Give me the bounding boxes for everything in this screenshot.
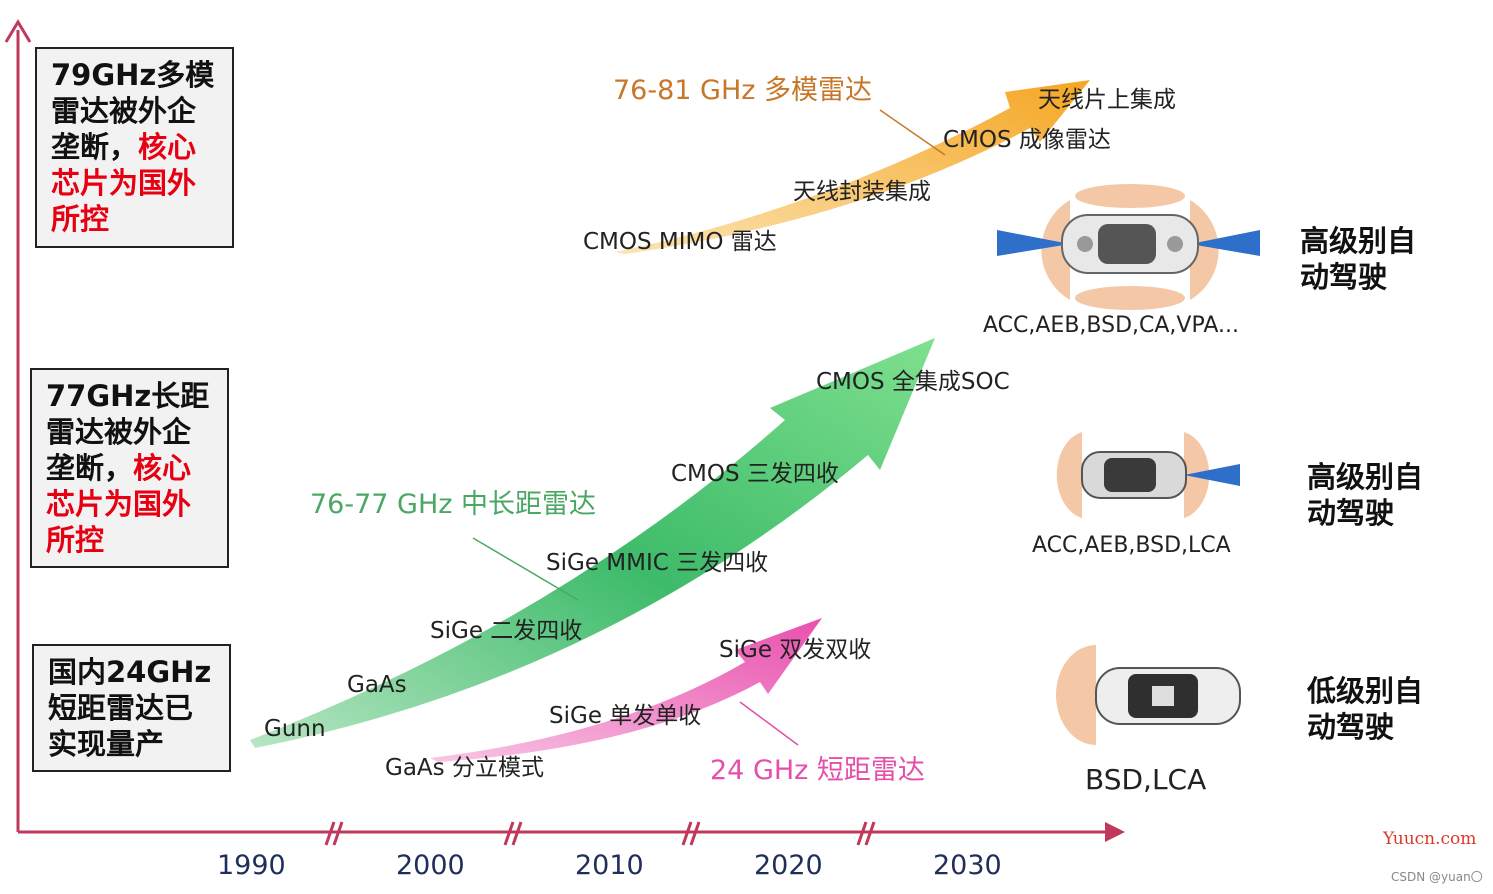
watermark-csdn: CSDN @yuan〇 — [1391, 870, 1483, 884]
milestone-gunn: Gunn — [264, 716, 326, 742]
functions-low: BSD,LCA — [1085, 763, 1207, 796]
band-24ghz-arrow — [430, 618, 822, 762]
radar-beam-right — [1190, 230, 1260, 256]
band-79ghz-arrow — [615, 80, 1090, 254]
radar-beam-left — [997, 230, 1070, 256]
leader-24 — [739, 701, 799, 746]
milestone-antenna-package: 天线封装集成 — [793, 179, 931, 205]
band-77ghz-arrow — [250, 338, 935, 748]
sensor-zone-front — [1075, 184, 1185, 208]
box-79ghz-text: 79GHz多模雷达被外企垄断， — [51, 58, 215, 164]
milestone-cmos-soc: CMOS 全集成SOC — [816, 369, 1010, 395]
sensor-zone-rear — [1075, 286, 1185, 310]
year-2020: 2020 — [754, 850, 823, 881]
car-mid-cabin — [1104, 458, 1156, 492]
band-79ghz-title: 76-81 GHz 多模雷达 — [613, 75, 873, 106]
milestone-sige-2t2r: SiGe 双发双收 — [719, 637, 872, 663]
sensor-zone-right — [1190, 200, 1219, 300]
milestone-gaas-discrete: GaAs 分立模式 — [385, 755, 544, 781]
level-low: 低级别自动驾驶 — [1307, 674, 1424, 744]
sensor-zone-left — [1056, 432, 1082, 518]
axis-break-marks — [324, 821, 876, 846]
sensor-zone-left — [1041, 200, 1070, 300]
radar-beam-right — [1184, 464, 1240, 486]
milestone-sige-mmic-3t4r: SiGe MMIC 三发四收 — [546, 550, 769, 576]
level-mid: 高级别自动驾驶 — [1307, 460, 1424, 530]
box-79ghz-status: 79GHz多模雷达被外企垄断，核心芯片为国外所控 — [35, 47, 234, 248]
sensor-zone-left — [1056, 645, 1096, 745]
functions-mid: ACC,AEB,BSD,LCA — [1032, 533, 1231, 558]
milestone-gaas: GaAs — [347, 672, 407, 698]
milestone-cmos-3t4r: CMOS 三发四收 — [671, 461, 839, 487]
box-24ghz-text: 国内24GHz短距雷达已实现量产 — [48, 655, 212, 761]
band-77ghz-title: 76-77 GHz 中长距雷达 — [310, 489, 597, 520]
x-axis-arrowhead — [1105, 822, 1125, 842]
milestone-sige-2t4r: SiGe 二发四收 — [430, 618, 583, 644]
car-low-illustration — [1056, 645, 1241, 745]
year-2010: 2010 — [575, 850, 644, 881]
year-1990: 1990 — [217, 850, 286, 881]
leader-77 — [472, 537, 579, 601]
box-77ghz-text: 77GHz长距雷达被外企垄断， — [46, 379, 210, 485]
box-24ghz-status: 国内24GHz短距雷达已实现量产 — [32, 644, 231, 772]
year-2030: 2030 — [933, 850, 1002, 881]
y-axis-arrowhead — [4, 19, 32, 43]
milestone-antenna-onchip: 天线片上集成 — [1038, 87, 1176, 113]
car-top-cabin — [1098, 224, 1156, 264]
box-77ghz-status: 77GHz长距雷达被外企垄断，核心芯片为国外所控 — [30, 368, 229, 568]
functions-top: ACC,AEB,BSD,CA,VPA... — [983, 313, 1239, 338]
milestone-cmos-mimo: CMOS MIMO 雷达 — [583, 229, 777, 255]
car-mid-illustration — [1056, 432, 1240, 518]
band-24ghz-title: 24 GHz 短距雷达 — [710, 755, 925, 786]
year-2000: 2000 — [396, 850, 465, 881]
car-top-illustration — [997, 184, 1260, 310]
leader-79 — [879, 109, 946, 156]
watermark-yuucn: Yuucn.com — [1383, 829, 1477, 849]
milestone-cmos-imaging: CMOS 成像雷达 — [943, 127, 1111, 153]
milestone-sige-1t1r: SiGe 单发单收 — [549, 703, 702, 729]
box-77ghz-highlight: 核心芯片为国外所控 — [46, 451, 192, 557]
level-top: 高级别自动驾驶 — [1300, 224, 1417, 294]
box-79ghz-highlight: 核心芯片为国外所控 — [51, 130, 197, 236]
